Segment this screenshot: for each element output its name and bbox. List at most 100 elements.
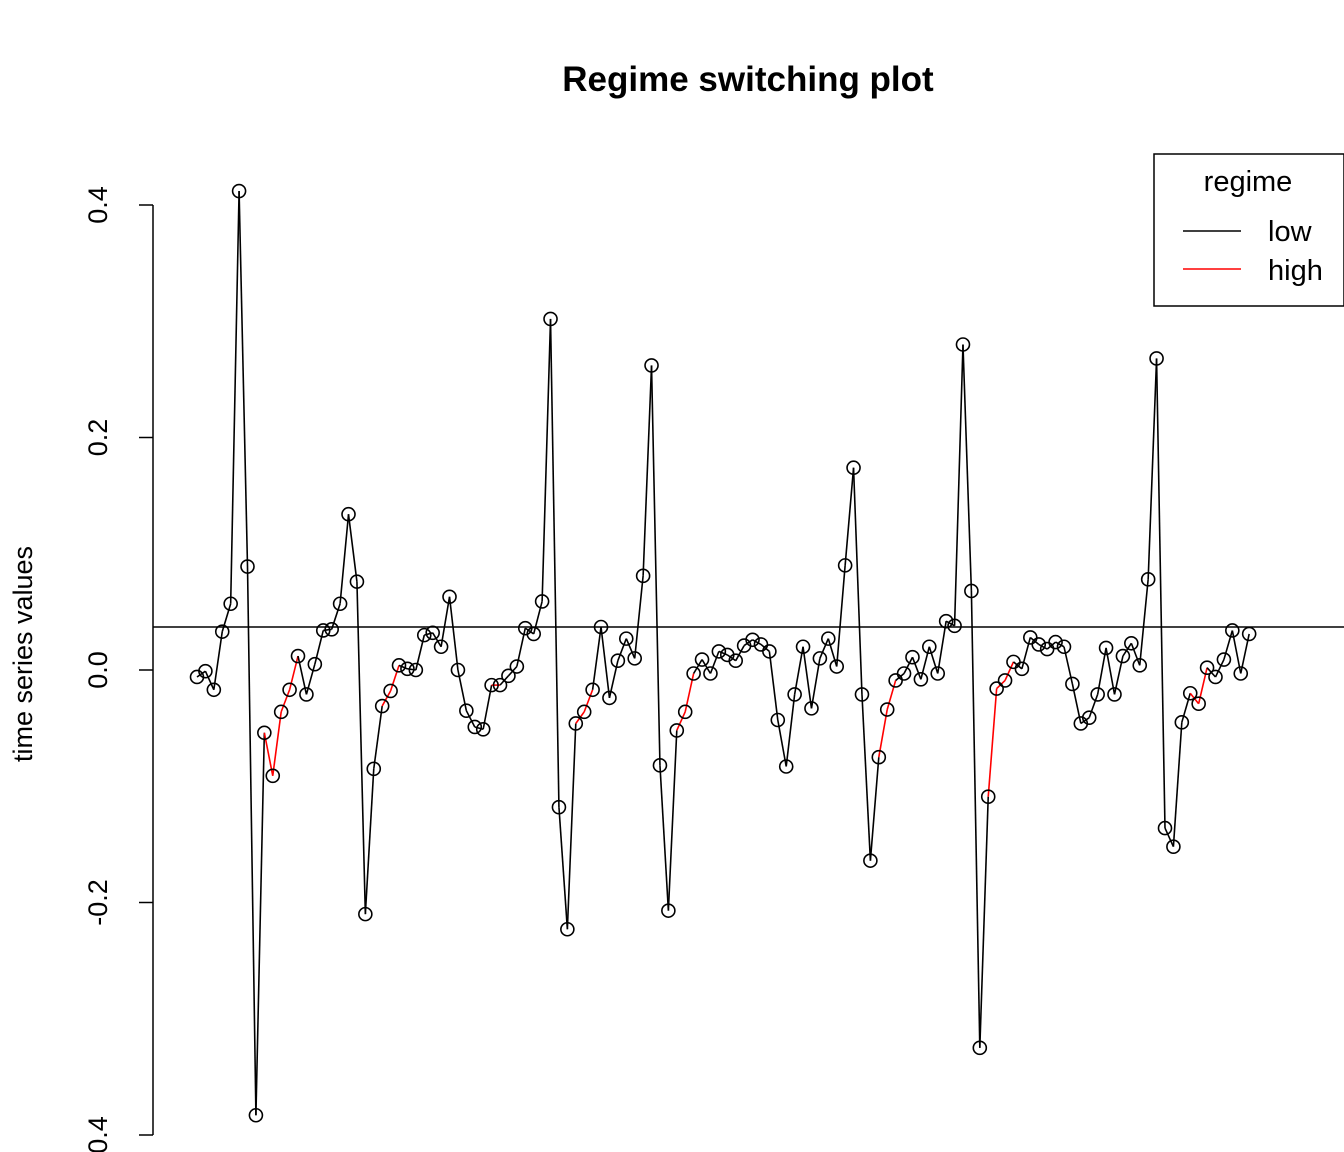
data-point: [315, 623, 331, 638]
legend-label-high: high: [1268, 255, 1323, 287]
line-segment-high: [583, 689, 594, 713]
line-segment-low: [246, 566, 257, 1116]
data-point: [560, 921, 575, 937]
line-segment-low: [330, 603, 341, 630]
y-axis-label: time series values: [8, 546, 38, 762]
line-segment-low: [1181, 693, 1192, 723]
line-segment-high: [280, 689, 291, 713]
data-point: [433, 639, 449, 655]
data-point: [1048, 634, 1063, 650]
data-point: [1166, 839, 1181, 855]
data-point: [1056, 639, 1072, 655]
line-segment-low: [532, 601, 543, 635]
data-point: [576, 704, 592, 720]
data-point: [947, 618, 962, 634]
line-segment-low: [785, 694, 796, 767]
line-segment-high: [886, 680, 897, 710]
data-point: [366, 761, 382, 777]
line-segment-low: [465, 710, 476, 728]
data-point: [787, 687, 802, 702]
line-segment-low: [541, 318, 552, 602]
data-point: [669, 723, 685, 738]
data-point: [644, 358, 659, 373]
line-segment-low: [1130, 642, 1141, 666]
line-segment-low: [1080, 717, 1090, 725]
line-segment-low: [810, 658, 821, 709]
y-tick-label: 0.4: [83, 186, 113, 224]
line-segment-low: [920, 646, 931, 680]
data-point: [1132, 658, 1148, 673]
data-point: [450, 662, 466, 678]
data-point: [568, 716, 584, 731]
y-ticks: 0.4 0.2 0.0 -0.2 0.4: [83, 186, 153, 1152]
data-point: [214, 624, 230, 639]
line-segment-low: [936, 621, 947, 674]
line-segment-high: [271, 711, 282, 776]
series-line-segments: [196, 191, 1250, 1116]
data-point: [257, 725, 272, 741]
line-segment-low: [970, 590, 981, 1048]
line-segment-high: [878, 709, 889, 758]
line-segment-low: [903, 656, 914, 674]
data-point: [913, 671, 929, 687]
data-point: [526, 626, 541, 642]
data-point: [1182, 685, 1198, 701]
line-segment-low: [979, 796, 990, 1048]
data-point: [820, 631, 836, 646]
data-point: [896, 666, 912, 681]
data-point: [804, 701, 819, 716]
line-segment-low: [617, 638, 628, 661]
data-point: [332, 596, 348, 612]
line-segment-low: [718, 650, 728, 656]
data-point: [964, 583, 979, 599]
data-point: [938, 613, 954, 629]
data-point: [703, 666, 718, 681]
line-segment-low: [1029, 636, 1040, 646]
line-segment-low: [1021, 637, 1032, 670]
line-segment-low: [364, 768, 375, 915]
line-segment-low: [549, 318, 560, 808]
line-segment-low: [305, 663, 316, 695]
line-segment-low: [625, 638, 636, 659]
line-segment-low: [1088, 694, 1099, 718]
data-point: [391, 658, 407, 673]
data-point: [585, 682, 600, 698]
line-segment-low: [347, 514, 358, 582]
line-segment-low: [953, 344, 964, 626]
data-point: [1174, 715, 1190, 730]
line-segment-low: [709, 651, 720, 674]
data-point: [425, 625, 440, 641]
line-segment-low: [440, 596, 451, 647]
data-point: [652, 758, 668, 773]
line-segment-low: [238, 191, 249, 567]
chart-title: Regime switching plot: [562, 60, 934, 99]
data-point: [534, 594, 550, 609]
line-segment-low: [1096, 647, 1107, 695]
line-segment-low: [204, 670, 215, 691]
data-point: [206, 682, 222, 698]
line-segment-low: [398, 664, 408, 670]
data-point: [1014, 661, 1030, 677]
data-point: [492, 677, 508, 693]
y-tick-label: 0.2: [83, 419, 113, 457]
y-tick-label: 0.4: [83, 1116, 113, 1152]
data-point: [1241, 626, 1257, 642]
y-axis: 0.4 0.2 0.0 -0.2 0.4: [83, 186, 154, 1152]
line-segment-low: [1012, 661, 1023, 670]
line-segment-low: [752, 639, 762, 646]
data-point: [1124, 635, 1139, 651]
data-point: [1149, 351, 1164, 366]
data-point: [972, 1040, 988, 1056]
data-point: [383, 683, 398, 699]
data-point: [1107, 687, 1122, 702]
line-segment-low: [213, 631, 224, 690]
line-segment-low: [945, 620, 955, 627]
line-segment-low: [633, 575, 644, 659]
data-point: [374, 698, 390, 714]
data-point: [475, 721, 491, 737]
data-point: [812, 651, 828, 666]
data-point: [273, 704, 289, 720]
line-segment-low: [339, 514, 350, 604]
line-segment-low: [844, 467, 855, 566]
